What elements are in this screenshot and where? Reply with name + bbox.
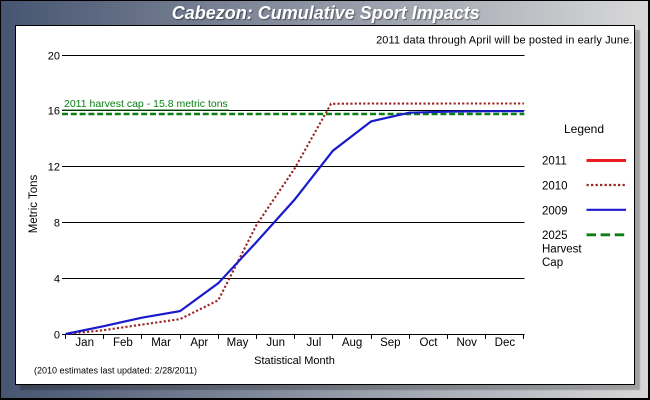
svg-text:Cap: Cap — [542, 257, 563, 269]
svg-text:12: 12 — [48, 162, 60, 174]
svg-text:Statistical Month: Statistical Month — [254, 355, 335, 367]
svg-text:2010: 2010 — [542, 180, 568, 192]
svg-text:Apr: Apr — [190, 337, 208, 349]
svg-text:2025: 2025 — [542, 230, 568, 242]
svg-text:0: 0 — [54, 330, 60, 342]
svg-text:Nov: Nov — [456, 337, 477, 349]
svg-text:2011 data through April will b: 2011 data through April will be posted i… — [376, 35, 632, 47]
svg-text:Legend: Legend — [564, 122, 604, 136]
svg-text:Aug: Aug — [342, 337, 362, 349]
svg-text:20: 20 — [48, 51, 60, 63]
svg-text:2011: 2011 — [542, 155, 567, 167]
svg-text:Feb: Feb — [113, 337, 133, 349]
svg-text:Jun: Jun — [266, 337, 285, 349]
svg-text:Jul: Jul — [307, 337, 322, 349]
svg-text:Dec: Dec — [495, 337, 516, 349]
svg-text:Sep: Sep — [380, 337, 400, 349]
svg-text:Metric Tons: Metric Tons — [28, 174, 40, 233]
svg-text:May: May — [227, 337, 249, 349]
svg-text:2009: 2009 — [542, 205, 568, 217]
svg-text:(2010 estimates last updated:: (2010 estimates last updated: 2/28/2011) — [34, 366, 197, 376]
svg-text:Oct: Oct — [420, 337, 439, 349]
svg-text:Mar: Mar — [151, 337, 171, 349]
svg-text:Jan: Jan — [75, 337, 94, 349]
svg-text:Harvest: Harvest — [542, 243, 582, 255]
svg-text:2011 harvest cap - 15.8 metric: 2011 harvest cap - 15.8 metric tons — [64, 98, 228, 110]
svg-text:4: 4 — [54, 274, 60, 286]
svg-text:16: 16 — [48, 106, 60, 118]
svg-text:8: 8 — [54, 218, 60, 230]
